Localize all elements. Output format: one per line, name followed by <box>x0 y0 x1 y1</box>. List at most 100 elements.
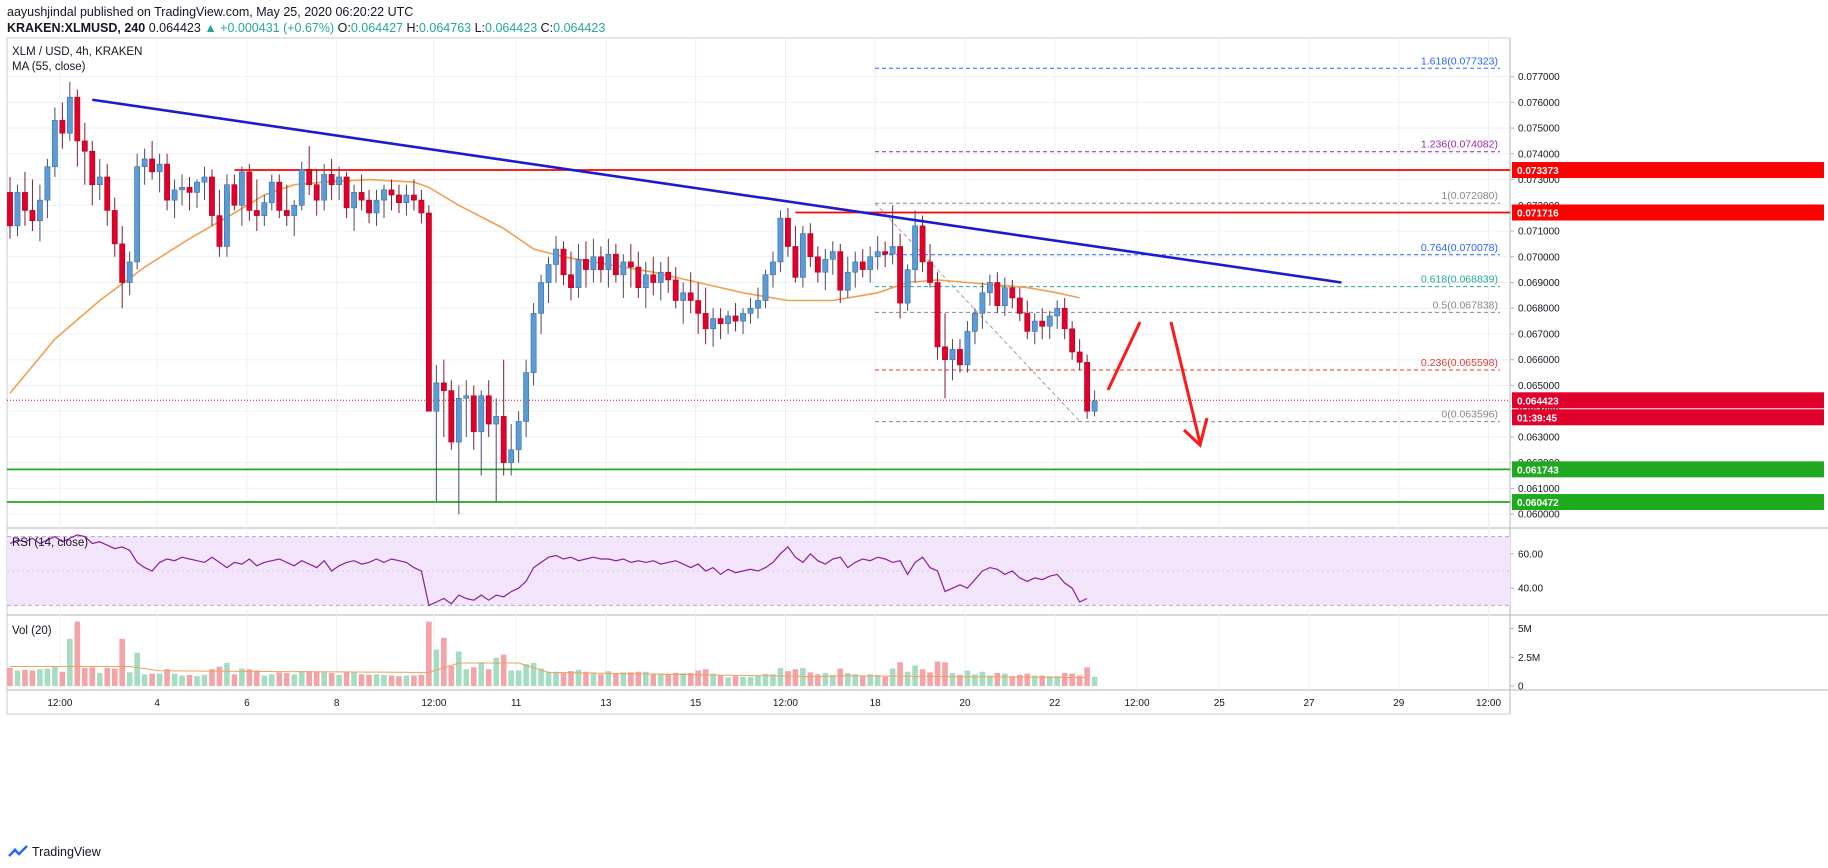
candle-body <box>485 395 492 425</box>
candle-body <box>859 261 866 270</box>
volume-bar <box>321 671 327 686</box>
x-tick-label: 11 <box>511 698 522 709</box>
candle-body <box>672 279 679 301</box>
candle-body <box>119 243 126 283</box>
candle-body <box>568 274 574 288</box>
support-price-tag-bg <box>1512 461 1824 478</box>
rsi-line <box>9 534 1088 607</box>
candle-body <box>1084 361 1091 412</box>
symbol-label[interactable]: KRAKEN:XLMUSD, 240 <box>7 21 146 35</box>
support-price-tag: 0.061743 <box>1517 465 1559 476</box>
candle-body <box>964 331 971 366</box>
volume-bar <box>448 666 455 686</box>
x-tick-label: 25 <box>1214 698 1226 709</box>
tradingview-footer[interactable]: TradingView <box>8 842 101 862</box>
candle-body <box>919 225 926 263</box>
candle-body <box>313 184 320 201</box>
countdown-tag-bg <box>1512 409 1824 426</box>
fib-level-label: 0.5(0.067838) <box>1433 299 1498 311</box>
price-tick-label: 0.061000 <box>1518 484 1560 495</box>
x-tick-label: 12:00 <box>47 698 72 709</box>
volume-bar <box>702 669 709 686</box>
volume-bar <box>231 674 238 686</box>
candle-body <box>321 174 328 201</box>
volume-bar <box>732 676 739 686</box>
volume-bar <box>807 672 814 686</box>
candle-body <box>470 395 477 433</box>
candle-body <box>852 261 859 273</box>
candle-body <box>171 189 178 201</box>
candle-body <box>134 166 141 263</box>
volume-bar <box>216 666 223 686</box>
candle-body <box>1039 320 1046 327</box>
candle-body <box>1001 287 1008 306</box>
candle-body <box>1069 328 1076 353</box>
volume-bar <box>186 674 193 686</box>
author-name[interactable]: aayushjindal <box>7 5 77 19</box>
volume-bar <box>141 674 148 686</box>
candle-body <box>687 292 694 301</box>
candle-body <box>283 210 290 216</box>
candle-body <box>822 259 829 273</box>
fib-level-label: 0.236(0.065598) <box>1421 357 1498 369</box>
candle-body <box>1016 297 1023 314</box>
candle-body <box>298 168 305 206</box>
volume-bar <box>770 674 776 686</box>
volume-bar <box>351 671 357 686</box>
last-price-tag: 0.064423 <box>1517 396 1559 407</box>
volume-bar <box>388 675 395 686</box>
candle-body <box>14 192 21 227</box>
volume-tick-label: 5M <box>1518 624 1532 635</box>
candle-body <box>777 217 784 263</box>
volume-bar <box>710 673 716 686</box>
volume-bar <box>373 674 380 686</box>
candle-body <box>530 313 537 373</box>
candle-body <box>164 163 170 201</box>
volume-bar <box>456 651 462 686</box>
tradingview-logo-icon <box>8 845 28 857</box>
close-label: C: <box>540 21 554 35</box>
candle-body <box>837 251 844 291</box>
candle-body <box>957 349 963 366</box>
candle-body <box>411 194 417 201</box>
last-price: 0.064423 <box>148 21 201 35</box>
x-tick-label: 29 <box>1393 698 1405 709</box>
candle-body <box>657 271 664 283</box>
volume-bar <box>979 671 986 686</box>
candle-body <box>620 261 627 276</box>
candle-body <box>972 313 978 332</box>
high-label: H: <box>406 21 419 35</box>
volume-bar <box>747 676 754 686</box>
candle-body <box>829 251 836 260</box>
volume-bar <box>126 672 133 686</box>
candle-body <box>717 318 724 324</box>
volume-bar <box>22 669 28 686</box>
candle-body <box>695 300 702 314</box>
volume-bar <box>777 667 784 686</box>
x-tick-label: 18 <box>870 698 882 709</box>
candle-body <box>897 246 904 304</box>
close-value: 0.064423 <box>553 21 606 35</box>
candle-body <box>306 168 313 185</box>
price-tick-label: 0.066000 <box>1518 355 1560 366</box>
volume-bar <box>89 667 96 686</box>
volume-bar <box>209 669 215 686</box>
volume-bar <box>14 670 21 686</box>
volume-bar <box>336 674 342 686</box>
volume-bar <box>283 673 290 686</box>
candle-body <box>755 300 761 309</box>
price-tick-label: 0.077000 <box>1518 72 1560 83</box>
candle-body <box>224 184 230 247</box>
volume-bar <box>957 674 963 686</box>
volume-bar <box>800 667 806 686</box>
candle-body <box>942 346 948 361</box>
volume-bar <box>1009 676 1016 686</box>
candle-body <box>351 192 357 209</box>
candle-body <box>291 204 298 216</box>
volume-bar <box>837 668 844 686</box>
volume-bar <box>343 671 350 686</box>
fib-level-label: 1.618(0.077323) <box>1421 55 1498 67</box>
volume-bar <box>381 674 387 686</box>
open-label: O: <box>337 21 351 35</box>
